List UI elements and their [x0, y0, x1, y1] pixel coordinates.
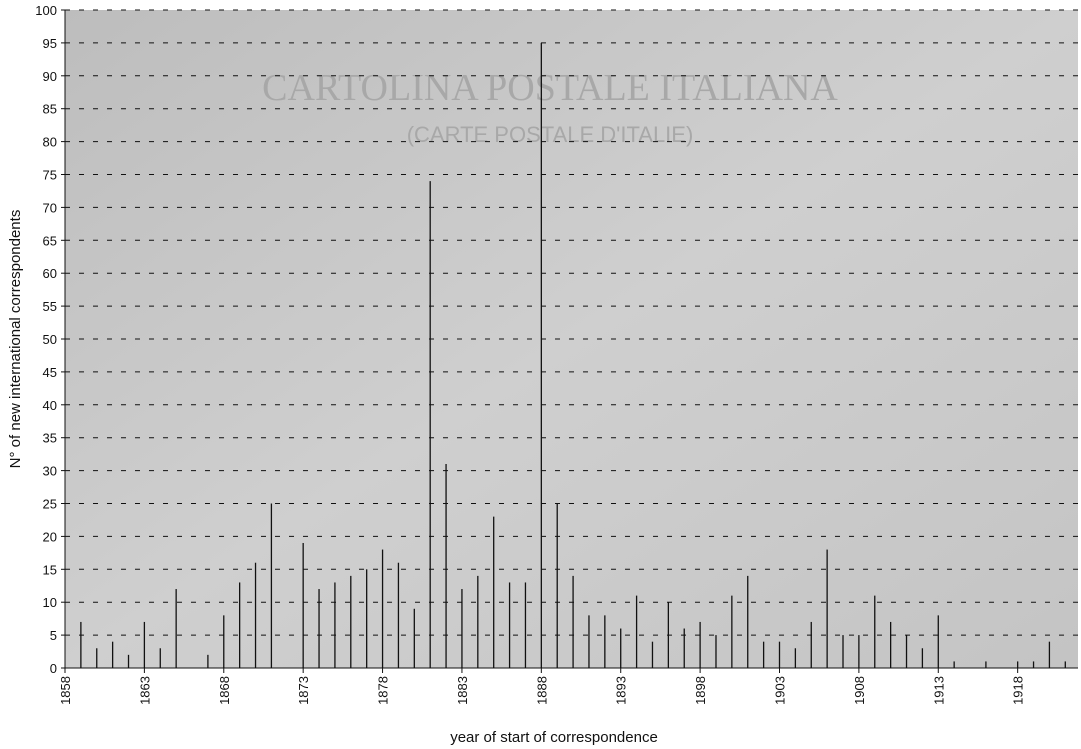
y-tick-label: 65	[43, 233, 57, 248]
y-axis-title: N° of new international correspondents	[7, 210, 24, 469]
x-tick-label: 1878	[376, 676, 391, 705]
y-tick-label: 35	[43, 431, 57, 446]
x-tick-label: 1883	[455, 676, 470, 705]
y-tick-label: 5	[50, 628, 57, 643]
background-text: CARTOLINA POSTALE ITALIANA	[262, 67, 838, 109]
y-tick-label: 85	[43, 102, 57, 117]
x-tick-label: 1888	[534, 676, 549, 705]
y-tick-label: 55	[43, 299, 57, 314]
x-tick-label: 1858	[58, 676, 73, 705]
y-tick-label: 50	[43, 332, 57, 347]
y-tick-label: 95	[43, 36, 57, 51]
y-tick-label: 40	[43, 398, 57, 413]
x-tick-label: 1863	[137, 676, 152, 705]
y-tick-label: 70	[43, 200, 57, 215]
background-text: (CARTE POSTALE D'ITALIE)	[407, 122, 694, 147]
y-tick-label: 80	[43, 135, 57, 150]
x-tick-label: 1903	[772, 676, 787, 705]
x-tick-label: 1893	[614, 676, 629, 705]
y-tick-label: 30	[43, 464, 57, 479]
y-tick-label: 100	[35, 3, 57, 18]
x-tick-label: 1873	[296, 676, 311, 705]
y-tick-label: 0	[50, 661, 57, 676]
x-tick-label: 1898	[693, 676, 708, 705]
y-tick-label: 60	[43, 266, 57, 281]
y-tick-label: 45	[43, 365, 57, 380]
x-tick-label: 1918	[1011, 676, 1026, 705]
x-tick-label: 1913	[931, 676, 946, 705]
y-tick-label: 75	[43, 168, 57, 183]
y-tick-label: 20	[43, 529, 57, 544]
y-tick-label: 10	[43, 595, 57, 610]
y-tick-label: 90	[43, 69, 57, 84]
x-tick-label: 1908	[852, 676, 867, 705]
y-tick-label: 25	[43, 497, 57, 512]
y-tick-label: 15	[43, 562, 57, 577]
x-tick-label: 1868	[217, 676, 232, 705]
x-axis-title: year of start of correspondence	[450, 729, 658, 746]
